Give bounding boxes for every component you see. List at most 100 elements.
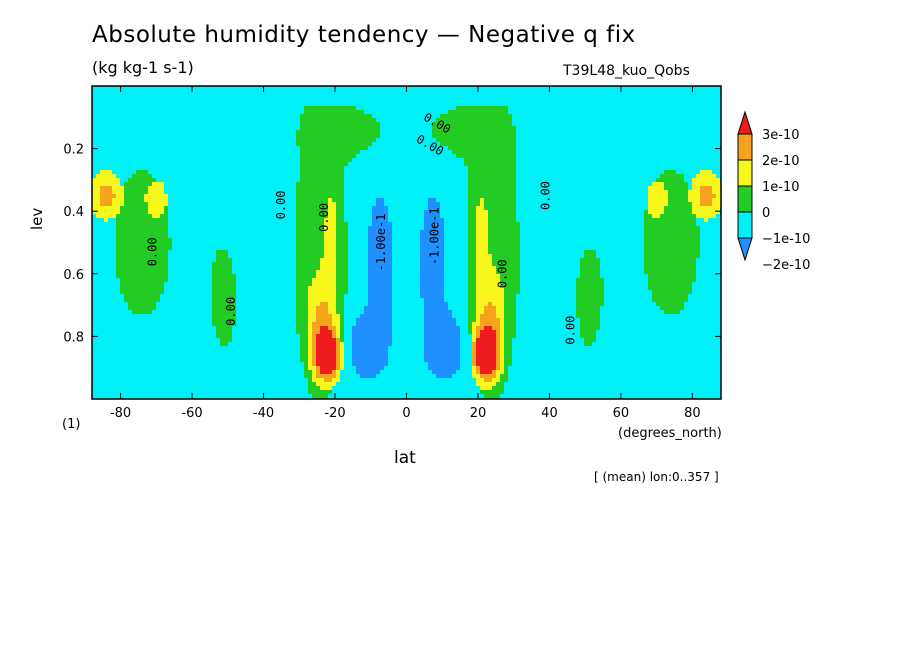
- contour-cell: [132, 214, 136, 218]
- contour-cell: [140, 182, 144, 186]
- contour-cell: [516, 258, 520, 262]
- contour-cell: [432, 206, 436, 210]
- contour-cell: [152, 282, 156, 286]
- contour-cell: [140, 190, 144, 194]
- contour-cell: [312, 278, 316, 282]
- contour-cell: [104, 214, 108, 218]
- contour-cell: [324, 222, 328, 226]
- contour-cell: [328, 130, 332, 134]
- contour-cell: [464, 110, 468, 114]
- contour-cell: [504, 278, 508, 282]
- contour-cell: [428, 354, 432, 358]
- contour-cell: [676, 202, 680, 206]
- contour-cell: [460, 126, 464, 130]
- contour-cell: [480, 174, 484, 178]
- contour-cell: [336, 258, 340, 262]
- contour-cell: [692, 274, 696, 278]
- contour-cell: [492, 374, 496, 378]
- contour-cell: [224, 274, 228, 278]
- contour-cell: [480, 150, 484, 154]
- contour-cell: [712, 190, 716, 194]
- contour-cell: [304, 218, 308, 222]
- contour-cell: [308, 350, 312, 354]
- contour-cell: [488, 186, 492, 190]
- contour-cell: [656, 254, 660, 258]
- contour-cell: [496, 258, 500, 262]
- contour-cell: [332, 138, 336, 142]
- contour-cell: [428, 314, 432, 318]
- contour-cell: [380, 358, 384, 362]
- contour-cell: [592, 302, 596, 306]
- contour-cell: [316, 226, 320, 230]
- contour-cell: [472, 258, 476, 262]
- contour-cell: [644, 250, 648, 254]
- contour-cell: [144, 294, 148, 298]
- contour-cell: [356, 134, 360, 138]
- contour-cell: [476, 126, 480, 130]
- contour-cell: [304, 234, 308, 238]
- contour-cell: [496, 342, 500, 346]
- contour-cell: [440, 250, 444, 254]
- contour-label: 0.00: [496, 259, 510, 288]
- contour-cell: [668, 226, 672, 230]
- contour-cell: [132, 254, 136, 258]
- contour-cell: [380, 290, 384, 294]
- contour-cell: [328, 146, 332, 150]
- contour-cell: [596, 286, 600, 290]
- contour-cell: [148, 178, 152, 182]
- contour-cell: [304, 350, 308, 354]
- contour-cell: [496, 382, 500, 386]
- contour-cell: [652, 182, 656, 186]
- contour-cell: [336, 198, 340, 202]
- contour-cell: [424, 226, 428, 230]
- contour-cell: [336, 158, 340, 162]
- contour-cell: [380, 326, 384, 330]
- contour-cell: [328, 154, 332, 158]
- contour-cell: [148, 234, 152, 238]
- contour-cell: [140, 274, 144, 278]
- contour-cell: [324, 346, 328, 350]
- contour-cell: [440, 334, 444, 338]
- contour-cell: [332, 286, 336, 290]
- contour-cell: [144, 306, 148, 310]
- contour-cell: [324, 266, 328, 270]
- contour-cell: [480, 134, 484, 138]
- contour-cell: [444, 346, 448, 350]
- contour-cell: [340, 210, 344, 214]
- contour-cell: [452, 334, 456, 338]
- contour-cell: [508, 138, 512, 142]
- contour-cell: [316, 314, 320, 318]
- contour-cell: [692, 194, 696, 198]
- contour-cell: [360, 110, 364, 114]
- contour-cell: [320, 118, 324, 122]
- contour-cell: [316, 110, 320, 114]
- contour-cell: [652, 206, 656, 210]
- contour-cell: [116, 266, 120, 270]
- contour-cell: [496, 254, 500, 258]
- contour-cell: [132, 310, 136, 314]
- contour-cell: [340, 314, 344, 318]
- contour-cell: [352, 146, 356, 150]
- contour-cell: [448, 358, 452, 362]
- contour-cell: [108, 194, 112, 198]
- contour-cell: [100, 170, 104, 174]
- contour-cell: [112, 202, 116, 206]
- contour-cell: [444, 350, 448, 354]
- contour-cell: [340, 350, 344, 354]
- contour-cell: [424, 346, 428, 350]
- contour-cell: [452, 138, 456, 142]
- contour-cell: [468, 162, 472, 166]
- contour-cell: [492, 286, 496, 290]
- contour-cell: [224, 282, 228, 286]
- contour-cell: [360, 338, 364, 342]
- contour-cell: [164, 266, 168, 270]
- contour-cell: [164, 206, 168, 210]
- contour-cell: [328, 134, 332, 138]
- contour-cell: [308, 270, 312, 274]
- contour-cell: [424, 242, 428, 246]
- colorbar-swatch: [737, 159, 753, 187]
- contour-cell: [496, 234, 500, 238]
- contour-cell: [428, 222, 432, 226]
- contour-cell: [344, 114, 348, 118]
- contour-cell: [364, 114, 368, 118]
